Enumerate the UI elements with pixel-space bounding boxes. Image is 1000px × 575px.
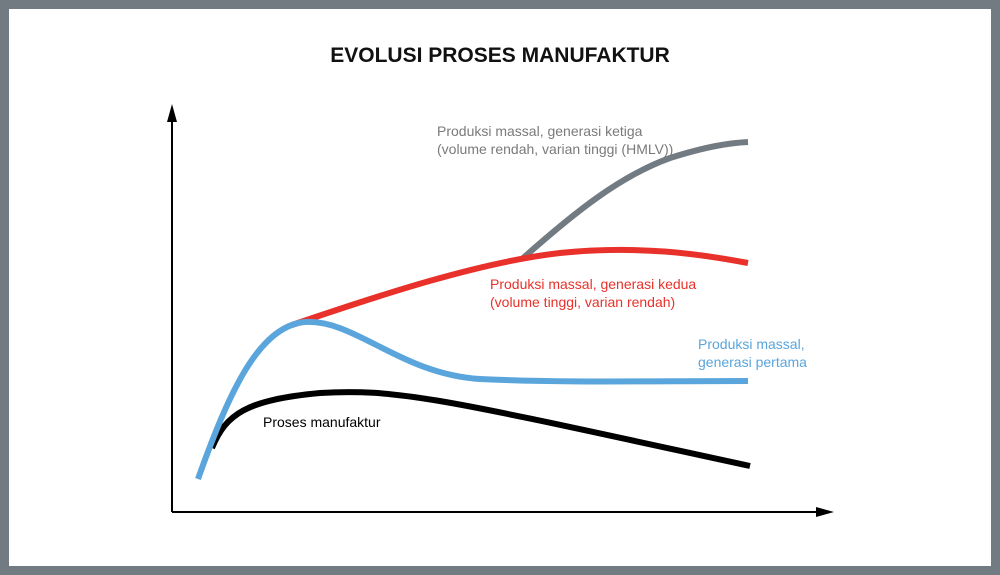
curve-gen1 (195, 318, 749, 481)
title: EVOLUSI PROSES MANUFAKTUR (330, 44, 670, 67)
label-gen1-line1: Produksi massal, (698, 336, 805, 352)
label-gen2-line2: (volume tinggi, varian rendah) (490, 294, 675, 310)
x-arrow (816, 507, 834, 517)
curves (195, 139, 751, 481)
label-gen3-line2: (volume rendah, varian tinggi (HMLV)) (437, 141, 673, 157)
label-gen2-line1: Produksi massal, generasi kedua (490, 276, 696, 292)
curve-gen3 (520, 139, 749, 262)
axes (171, 118, 820, 513)
label-process: Proses manufaktur (263, 414, 381, 430)
label-gen1-line2: generasi pertama (698, 354, 807, 370)
curve-gen2 (291, 246, 749, 328)
curve-process (209, 389, 751, 469)
y-arrow (167, 104, 177, 122)
label-gen3-line1: Produksi massal, generasi ketiga (437, 123, 643, 139)
